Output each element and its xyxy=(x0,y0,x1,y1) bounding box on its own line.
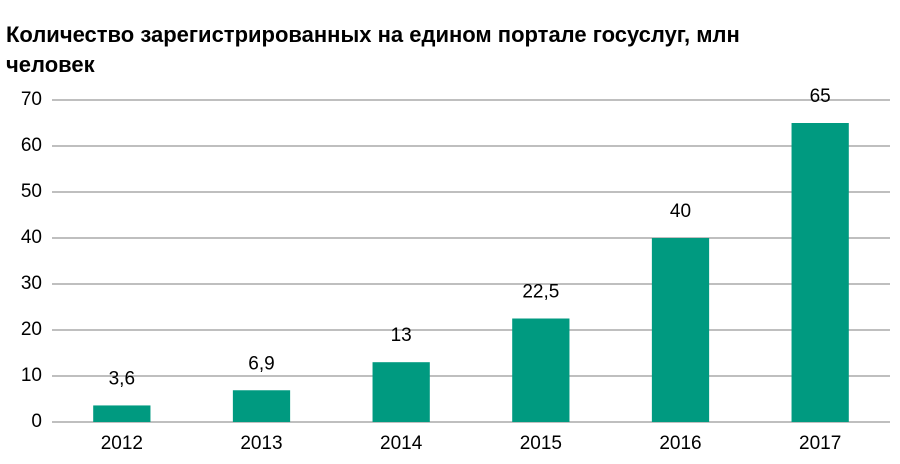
bar xyxy=(93,405,151,422)
value-label: 22,5 xyxy=(522,282,559,303)
bar xyxy=(372,362,430,422)
value-label: 3,6 xyxy=(109,368,135,389)
x-tick-label: 2016 xyxy=(659,433,701,454)
bar xyxy=(651,238,710,422)
bar xyxy=(232,390,291,422)
x-tick-label: 2017 xyxy=(799,433,841,454)
y-tick-label: 0 xyxy=(31,411,42,432)
value-label: 6,9 xyxy=(248,353,274,374)
y-tick-label: 70 xyxy=(21,89,42,110)
value-label: 13 xyxy=(391,325,412,346)
y-tick-label: 40 xyxy=(21,227,42,248)
chart-title: Количество зарегистрированных на едином … xyxy=(6,22,740,77)
x-tick-label: 2014 xyxy=(380,433,423,454)
value-label: 65 xyxy=(810,86,831,107)
y-tick-label: 20 xyxy=(21,319,42,340)
x-tick-label: 2015 xyxy=(520,433,562,454)
y-tick-label: 10 xyxy=(21,365,42,386)
y-tick-label: 60 xyxy=(21,135,42,156)
bar xyxy=(512,318,570,422)
x-tick-label: 2012 xyxy=(101,433,143,454)
y-tick-label: 30 xyxy=(21,273,42,294)
bar xyxy=(791,123,849,422)
value-label: 40 xyxy=(670,201,691,222)
y-tick-label: 50 xyxy=(21,181,42,202)
x-tick-label: 2013 xyxy=(240,433,282,454)
